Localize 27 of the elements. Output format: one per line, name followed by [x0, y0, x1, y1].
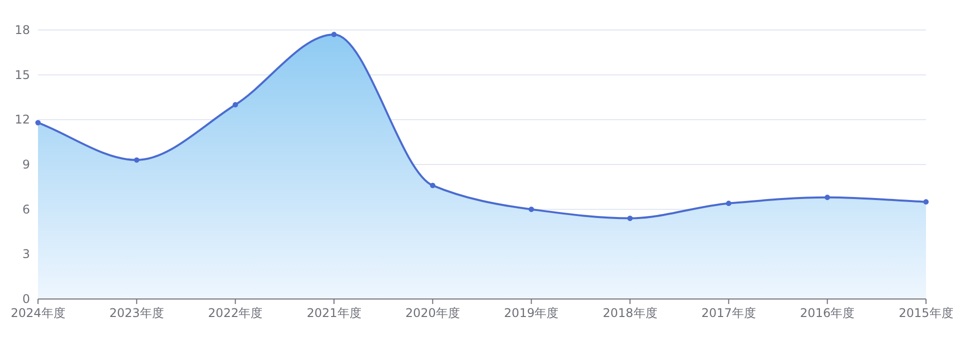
x-tick-label: 2015年度	[898, 306, 954, 320]
x-tick-label: 2020年度	[405, 306, 460, 320]
y-tick-label: 12	[14, 112, 30, 127]
point	[430, 182, 436, 188]
x-tick-label: 2024年度	[10, 306, 66, 320]
y-tick-label: 9	[22, 158, 30, 172]
x-tick-label: 2016年度	[800, 306, 855, 320]
point	[923, 199, 929, 205]
x-tick-label: 2018年度	[602, 306, 658, 320]
y-tick-label: 6	[22, 202, 30, 216]
y-tick-label: 0	[22, 292, 30, 306]
x-tick-label: 2021年度	[306, 306, 362, 320]
point	[824, 194, 830, 200]
y-tick-label: 18	[14, 23, 30, 37]
x-tick-label: 2019年度	[504, 306, 559, 320]
point	[627, 216, 633, 221]
x-tick-label: 2023年度	[109, 306, 164, 320]
y-tick-label: 3	[22, 247, 30, 262]
y-tick-label: 15	[14, 68, 30, 82]
point	[134, 157, 140, 163]
point	[528, 206, 534, 212]
x-tick-label: 2022年度	[208, 306, 263, 320]
point	[35, 120, 41, 126]
x-tick-label: 2017年度	[701, 306, 756, 320]
point	[331, 32, 337, 38]
point	[726, 200, 732, 206]
point	[232, 102, 238, 108]
